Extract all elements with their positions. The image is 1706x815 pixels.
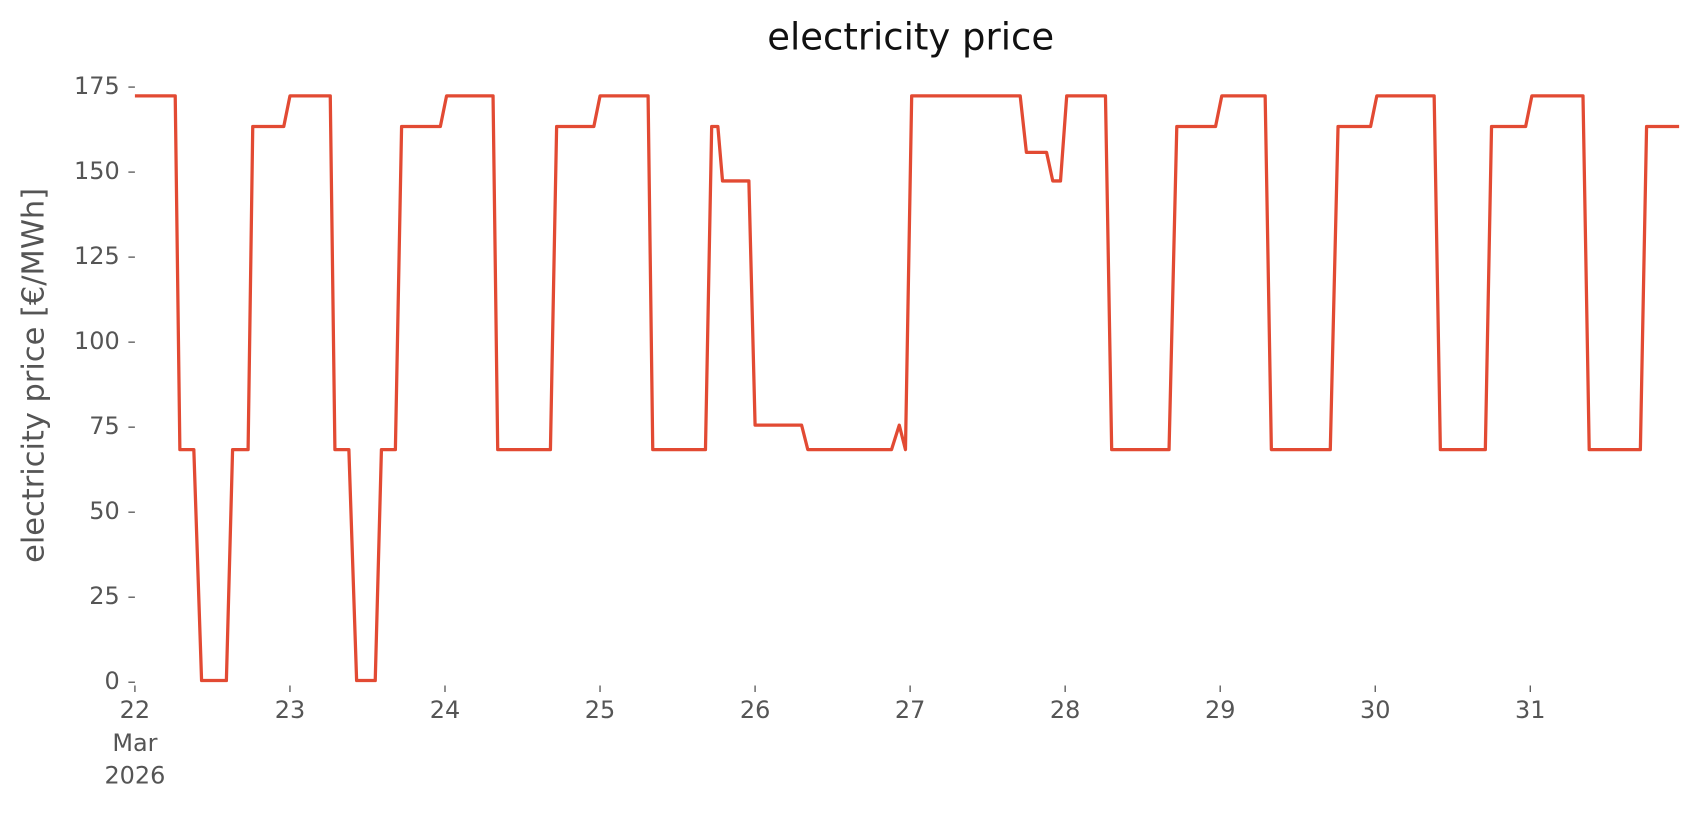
x-tick-label: 25 xyxy=(584,697,616,725)
x-tick-label: 27 xyxy=(894,697,926,725)
y-tick-label: 100 xyxy=(74,327,120,355)
y-tick-label: 25 xyxy=(89,582,119,610)
x-tick-label-box: 28 xyxy=(1049,697,1081,725)
y-axis-label: electricity price [€/MWh] xyxy=(16,188,51,563)
x-tick-label: 22 Mar 2026 xyxy=(104,697,166,790)
price-line xyxy=(134,94,1680,683)
y-tick-label: 50 xyxy=(89,497,119,525)
x-tick-label-box: 25 xyxy=(584,697,616,725)
x-tick-label: 31 xyxy=(1515,697,1546,725)
y-tick-label: 125 xyxy=(74,242,120,270)
chart-title: electricity price xyxy=(767,16,1054,59)
x-tick-label-box: 30 xyxy=(1360,697,1391,725)
x-tick-label: 30 xyxy=(1360,697,1391,725)
x-tick-label-box: 27 xyxy=(894,697,926,725)
x-tick-label-box: 31 xyxy=(1515,697,1546,725)
x-tick-label: 28 xyxy=(1049,697,1081,725)
x-tick-label: 29 xyxy=(1204,697,1236,725)
y-tick-label: 175 xyxy=(74,72,120,100)
y-tick-label: 75 xyxy=(89,412,119,440)
x-tick-label: 24 xyxy=(429,697,461,725)
x-tick-label-box: 26 xyxy=(739,697,771,725)
y-tick-label: 0 xyxy=(104,667,119,695)
x-tick-label: 26 xyxy=(739,697,771,725)
x-tick-label: 23 xyxy=(274,697,306,725)
x-tick-label-box: 29 xyxy=(1204,697,1236,725)
x-tick-label-box: 24 xyxy=(429,697,461,725)
y-tick-label: 150 xyxy=(74,157,120,185)
x-tick-label-box: 23 xyxy=(274,697,306,725)
x-tick-label-box: 22 Mar 2026 xyxy=(104,697,166,790)
